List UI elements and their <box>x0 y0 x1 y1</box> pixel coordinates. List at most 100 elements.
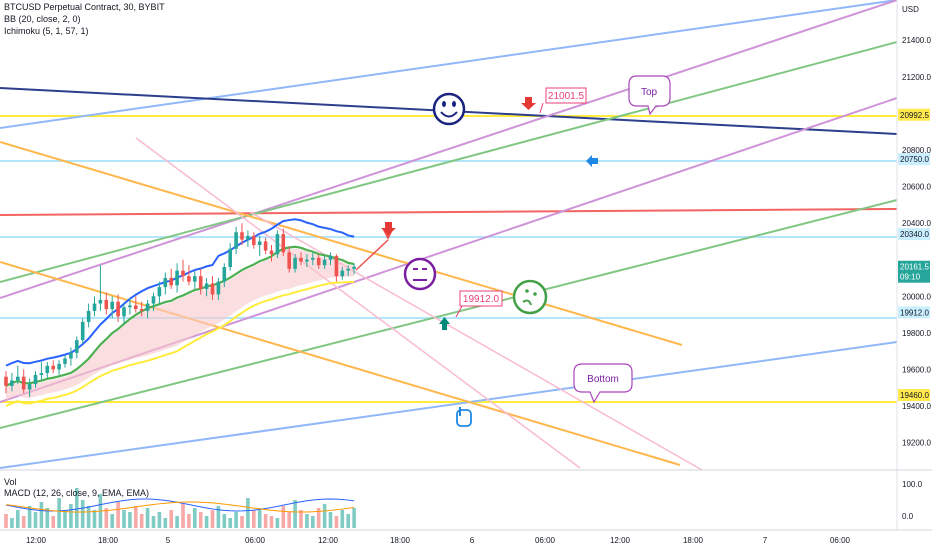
top-callout[interactable]: Top <box>628 75 671 116</box>
time-axis[interactable]: 12:00 18:00 5 06:00 12:00 18:00 6 06:00 12:00 18:… <box>26 536 851 545</box>
candle-body <box>4 376 8 386</box>
price-tag-text: 20750.0 <box>900 155 929 164</box>
time-tick-label: 12:00 <box>610 536 631 545</box>
volume-bar <box>334 516 339 528</box>
volume-bar <box>305 514 309 528</box>
candle-body <box>328 256 333 260</box>
volume-bar <box>139 514 144 528</box>
symbol-legend[interactable]: BTCUSD Perpetual Contract, 30, BYBIT <box>4 2 165 12</box>
volume-bar <box>240 516 244 528</box>
volume-bar <box>257 508 262 528</box>
volume-bar <box>16 510 20 528</box>
price-tick-label: 19600.0 <box>902 365 931 374</box>
time-tick-label: 06:00 <box>830 536 851 545</box>
candlestick-series[interactable] <box>4 223 356 397</box>
volume-bar <box>128 512 132 528</box>
price-callout-high-text: 21001.5 <box>548 91 585 102</box>
candle-body <box>246 235 250 240</box>
macd-legend[interactable]: MACD (12, 26, close, 9, EMA, EMA) <box>4 488 150 498</box>
candle-body <box>187 276 191 282</box>
volume-legend[interactable]: Vol <box>4 477 17 487</box>
price-tag <box>898 270 930 283</box>
price-tag-text: 20161.5 <box>900 263 929 272</box>
volume-bar <box>51 516 55 528</box>
confused-face-icon[interactable] <box>512 279 548 315</box>
volume-bar <box>122 510 126 528</box>
pink-trendline-1 <box>135 137 581 469</box>
price-tag-labels: 20992.5 20750.0 20340.0 20161.509:10 19912.0… <box>898 108 930 402</box>
volume-bar <box>134 506 138 528</box>
volume-bar <box>75 488 79 528</box>
volume-bar <box>287 512 291 528</box>
candle-body <box>346 268 350 271</box>
happy-face-icon[interactable] <box>432 92 466 126</box>
price-tick-label: 19800.0 <box>902 329 931 338</box>
candle-body <box>92 303 97 311</box>
candle-body <box>228 248 232 268</box>
volume-bar <box>352 508 356 528</box>
bb-legend[interactable]: BB (20, close, 2, 0) <box>4 14 81 24</box>
volume-bar <box>27 506 32 528</box>
green-trendline-lower <box>0 199 898 429</box>
price-tag <box>898 108 930 121</box>
candle-body <box>263 241 268 251</box>
volume-bar <box>33 512 38 528</box>
price-tag-text: 20340.0 <box>900 230 929 239</box>
ichimoku-legend[interactable]: Ichimoku (5, 1, 57, 1) <box>4 26 89 36</box>
candle-body <box>334 256 339 277</box>
price-tag-text: 19912.0 <box>900 308 929 317</box>
macd-line <box>5 498 355 512</box>
volume-bar <box>234 512 238 528</box>
time-tick-label: 06:00 <box>535 536 556 545</box>
orange-trendline-lower <box>0 261 681 466</box>
price-axis[interactable]: USD 21400.021200.020800.020600.020400.02… <box>896 0 931 530</box>
candle-body <box>222 267 227 282</box>
volume-bar <box>145 508 150 528</box>
price-tick-label: 20600.0 <box>902 183 931 192</box>
volume-bar <box>275 518 280 528</box>
down-arrow-icon[interactable] <box>381 222 396 235</box>
candle-body <box>134 305 138 310</box>
volume-bar <box>69 504 73 528</box>
candle-body <box>145 303 150 311</box>
candle-body <box>252 235 256 246</box>
price-callout-low[interactable]: 19912.0 <box>455 290 503 318</box>
yellow-lagging-line <box>5 280 355 407</box>
bb-upper-band <box>5 218 355 367</box>
candle-body <box>98 299 103 304</box>
time-tick-label: 06:00 <box>245 536 266 545</box>
indicator-axis: 100.0 0.0 <box>902 480 923 521</box>
down-arrow-icon[interactable] <box>521 97 536 110</box>
indicator-tick-100: 100.0 <box>902 480 923 489</box>
ichimoku-baseline <box>5 245 355 387</box>
volume-bar <box>252 510 256 528</box>
candle-body <box>163 277 168 288</box>
pointing-hand-icon[interactable] <box>456 407 472 427</box>
up-arrow-icon[interactable] <box>439 317 450 330</box>
neutral-face-icon[interactable] <box>403 257 437 291</box>
left-arrow-icon[interactable] <box>586 155 598 167</box>
candle-body <box>122 307 126 317</box>
candle-body <box>305 259 309 262</box>
price-tick-label: 19400.0 <box>902 402 931 411</box>
volume-bar <box>228 518 232 528</box>
price-tag <box>898 153 930 166</box>
volume-bar <box>39 502 44 528</box>
candle-body <box>63 358 67 364</box>
candle-body <box>275 234 280 255</box>
volume-bar <box>222 514 227 528</box>
candle-body <box>322 259 327 266</box>
candle-body <box>51 365 55 370</box>
volume-bar <box>316 508 321 528</box>
currency-label: USD <box>902 5 919 14</box>
volume-bar <box>328 512 333 528</box>
purple-trendline-upper <box>0 0 898 299</box>
candle-body <box>80 321 85 341</box>
volume-bar <box>10 518 14 528</box>
price-callout-high[interactable]: 21001.5 <box>539 87 587 114</box>
volume-bar <box>169 510 173 528</box>
candle-body <box>33 374 38 385</box>
bottom-callout[interactable]: Bottom <box>573 363 633 404</box>
candle-body <box>193 276 197 282</box>
